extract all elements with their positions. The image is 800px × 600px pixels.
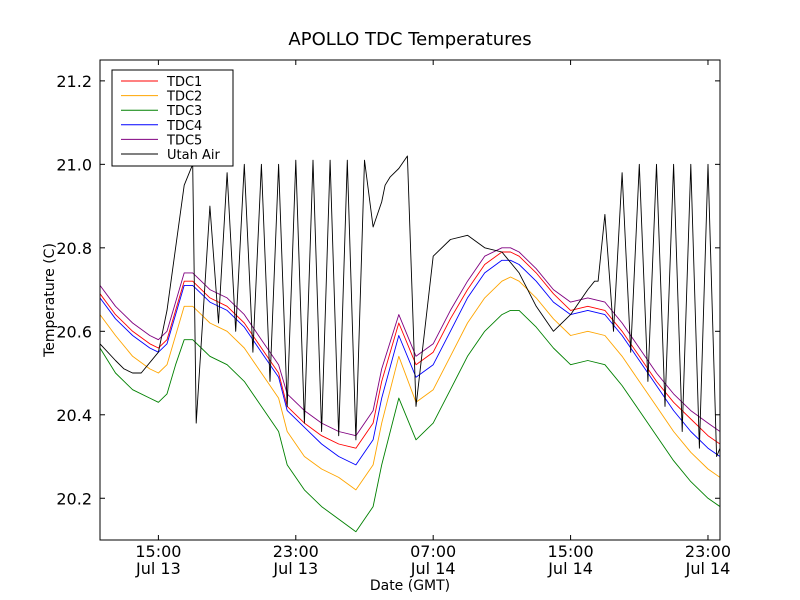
series-line-utah-air xyxy=(100,155,720,457)
y-tick-label: 21.0 xyxy=(56,155,92,174)
legend-label: TDC3 xyxy=(166,104,202,119)
series-line-tdc1 xyxy=(100,251,720,449)
x-tick-label-time: 07:00 xyxy=(410,542,456,561)
x-tick-label-time: 15:00 xyxy=(548,542,594,561)
y-tick-label: 20.8 xyxy=(56,239,92,258)
x-tick-label-date: Jul 14 xyxy=(410,559,456,578)
y-tick-label: 21.2 xyxy=(56,72,92,91)
y-tick-label: 20.4 xyxy=(56,406,92,425)
legend-label: TDC2 xyxy=(166,90,202,105)
x-tick-label-date: Jul 14 xyxy=(547,559,593,578)
legend-label: TDC1 xyxy=(166,75,202,90)
x-tick-label-date: Jul 13 xyxy=(272,559,318,578)
legend-label: TDC4 xyxy=(166,119,202,134)
x-tick-label-date: Jul 14 xyxy=(685,559,731,578)
chart-title: APOLLO TDC Temperatures xyxy=(288,29,531,50)
legend-label: Utah Air xyxy=(167,148,220,163)
y-tick-label: 20.6 xyxy=(56,322,92,341)
series-layer xyxy=(100,155,720,533)
series-line-tdc2 xyxy=(100,276,720,491)
x-tick-label-time: 15:00 xyxy=(135,542,181,561)
x-tick-label-time: 23:00 xyxy=(685,542,731,561)
series-line-tdc5 xyxy=(100,247,720,437)
x-axis-label: Date (GMT) xyxy=(370,578,450,594)
legend-label: TDC5 xyxy=(166,133,202,148)
legend-box xyxy=(111,69,234,167)
plot-frame xyxy=(99,59,721,541)
x-tick-label-date: Jul 13 xyxy=(135,559,181,578)
x-tick-label-time: 23:00 xyxy=(273,542,319,561)
series-line-tdc3 xyxy=(100,309,720,533)
y-axis-label: Temperature (C) xyxy=(42,243,58,358)
series-line-tdc4 xyxy=(100,259,720,466)
y-tick-label: 20.2 xyxy=(56,489,92,508)
